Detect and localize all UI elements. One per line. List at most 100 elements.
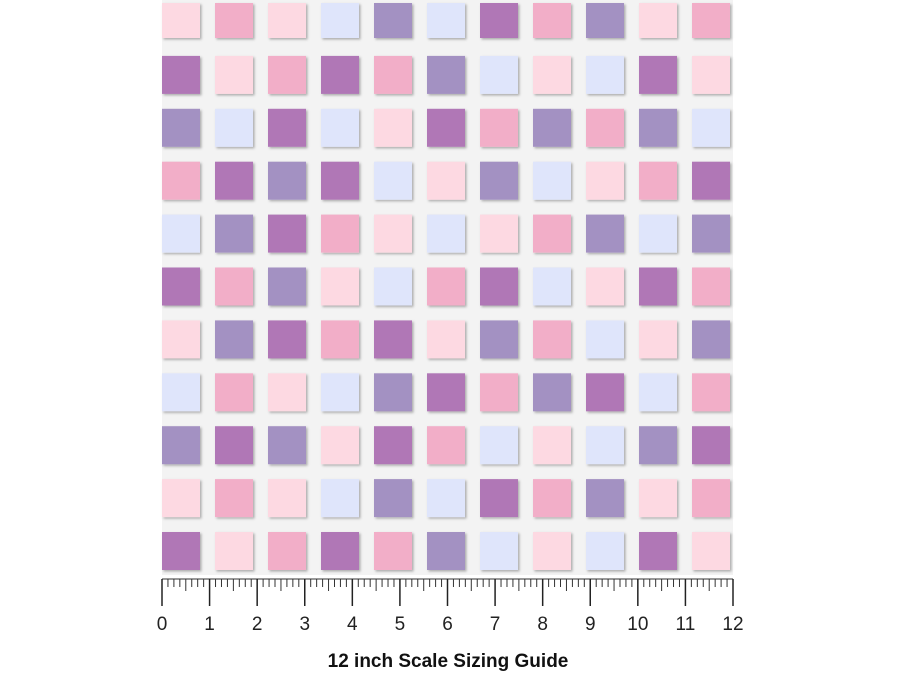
tile [374,267,412,306]
tile [427,108,465,147]
tile [268,426,306,465]
tile [639,3,677,38]
tile [586,214,624,253]
tile [162,55,200,94]
tile [692,3,730,38]
tile [162,373,200,412]
tile [268,267,306,306]
tile [374,373,412,412]
tile-pattern [162,3,730,570]
tile [268,479,306,518]
tile [321,55,359,94]
ruler-label: 3 [299,614,310,635]
tile [533,532,571,570]
tile [427,55,465,94]
tile [533,3,571,38]
tile [533,373,571,412]
tile [639,267,677,306]
tile [268,55,306,94]
tile [639,108,677,147]
ruler-label: 8 [537,614,548,635]
tile [374,320,412,359]
tile [427,320,465,359]
tile [533,267,571,306]
tile [374,426,412,465]
tile [480,320,518,359]
ruler-label: 0 [157,614,168,635]
tile [692,479,730,518]
tile [374,161,412,200]
tile [215,108,253,147]
tile [321,3,359,38]
tile [268,532,306,570]
tile [586,532,624,570]
tile [162,267,200,306]
tile [480,267,518,306]
tile [480,373,518,412]
tile [215,267,253,306]
tile [268,320,306,359]
tile [321,532,359,570]
ruler-label: 4 [347,614,358,635]
tile [215,373,253,412]
tile [533,479,571,518]
tile [586,426,624,465]
tile [268,373,306,412]
tile [692,55,730,94]
tile [639,214,677,253]
tile [639,479,677,518]
tile [692,320,730,359]
tile [162,426,200,465]
ruler: 0 1 2 3 4 5 6 7 8 9 10 11 12 [157,578,744,635]
tile [321,161,359,200]
tile [162,108,200,147]
ruler-label: 2 [252,614,263,635]
tile [586,320,624,359]
tile [162,161,200,200]
tile [215,55,253,94]
tile [374,214,412,253]
tile [215,532,253,570]
tile [215,320,253,359]
tile [268,3,306,38]
tile [215,479,253,518]
tile [586,3,624,38]
tile [268,108,306,147]
tile [692,214,730,253]
tile [321,426,359,465]
tile [215,161,253,200]
tile [639,161,677,200]
tile [586,161,624,200]
tile [162,532,200,570]
tile [533,320,571,359]
tile [321,373,359,412]
tile [480,214,518,253]
tile [215,3,253,38]
tile [639,320,677,359]
tile [162,479,200,518]
tile [427,373,465,412]
tile [639,373,677,412]
tile [692,426,730,465]
tile [692,161,730,200]
ruler-label: 5 [395,614,406,635]
tile [586,55,624,94]
tile [586,373,624,412]
tile [639,55,677,94]
tile [374,108,412,147]
tile [533,426,571,465]
caption: 12 inch Scale Sizing Guide [328,651,569,672]
tile [321,214,359,253]
tile [480,532,518,570]
tile [692,532,730,570]
tile [692,108,730,147]
tile [639,426,677,465]
tile [427,479,465,518]
tile [374,532,412,570]
ruler-label: 6 [442,614,453,635]
tile [215,426,253,465]
tile [427,426,465,465]
tile [215,214,253,253]
tile [586,267,624,306]
